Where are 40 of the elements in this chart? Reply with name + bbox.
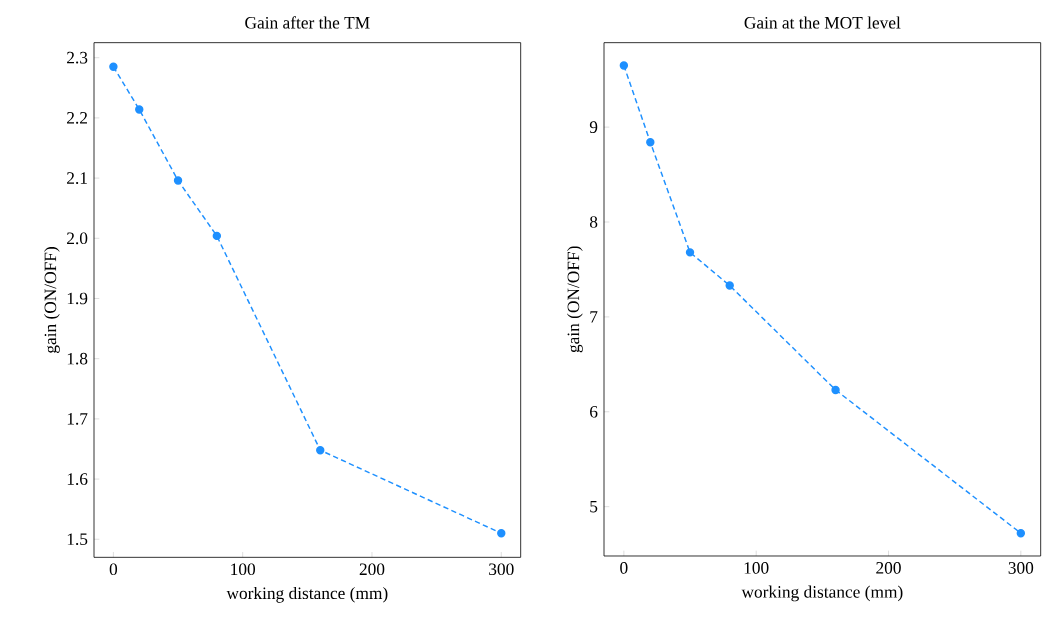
x-tick-label: 300 xyxy=(1008,562,1034,574)
y-axis-title: gain (ON/OFF) xyxy=(567,246,583,353)
point xyxy=(831,385,840,395)
x-tick-label: 200 xyxy=(876,562,901,574)
chart-title: Gain after the TM xyxy=(245,16,370,29)
y-tick-label: 2.2 xyxy=(67,112,88,124)
y-tick-label: 9 xyxy=(589,121,598,133)
x-axis-title: working distance (mm) xyxy=(226,586,388,603)
point xyxy=(497,529,506,538)
x-axis-title: working distance (mm) xyxy=(741,585,903,602)
x-tick-label: 100 xyxy=(744,562,769,574)
y-axis-title: gain (ON/OFF) xyxy=(44,247,60,353)
point xyxy=(725,281,734,290)
chart-title: Gain at the MOT level xyxy=(744,16,901,29)
y-tick-label: 1.8 xyxy=(67,352,88,365)
y-tick-label: 1.9 xyxy=(67,292,88,305)
point xyxy=(212,231,222,241)
point xyxy=(109,62,118,71)
x-tick-label: 300 xyxy=(489,563,514,576)
point xyxy=(135,105,144,114)
y-tick-label: 5 xyxy=(590,500,598,513)
y-tick-label: 2.3 xyxy=(67,51,88,64)
y-tick-label: 7 xyxy=(590,311,598,323)
y-tick-label: 8 xyxy=(589,216,598,228)
y-tick-label: 2.0 xyxy=(67,232,88,245)
x-tick-label: 200 xyxy=(359,563,385,576)
point xyxy=(685,248,695,257)
point xyxy=(1016,529,1026,538)
y-tick-label: 6 xyxy=(590,405,598,418)
point xyxy=(173,176,183,185)
y-tick-label: 1.6 xyxy=(67,473,88,485)
x-tick-label: 0 xyxy=(620,562,628,574)
point xyxy=(316,445,325,455)
point xyxy=(646,138,655,147)
y-tick-label: 1.7 xyxy=(67,413,88,425)
x-tick-label: 100 xyxy=(231,563,256,576)
x-tick-label: 0 xyxy=(109,563,118,576)
y-tick-label: 2.1 xyxy=(67,172,87,184)
point xyxy=(619,61,629,70)
y-tick-label: 1.5 xyxy=(67,533,88,546)
